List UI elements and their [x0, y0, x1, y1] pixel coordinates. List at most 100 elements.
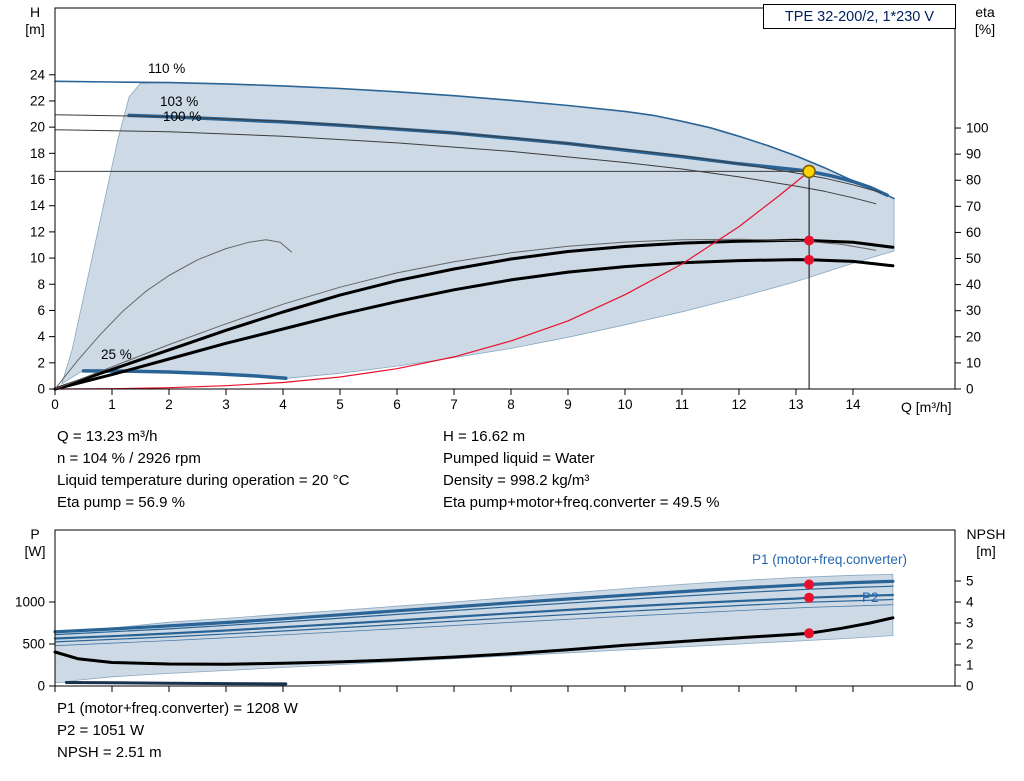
x-tick-label: 3 [222, 397, 230, 412]
duty-info-right: H = 16.62 m Pumped liquid = Water Densit… [443, 426, 719, 514]
y-left-tick-label: 0 [37, 382, 45, 397]
duty-head-text: H = 16.62 m [443, 428, 526, 445]
y-right-tick-label: 90 [966, 147, 981, 162]
y-right-tick-label: 40 [966, 277, 981, 292]
duty-temperature-text: Liquid temperature during operation = 20… [57, 472, 350, 489]
x-tick-label: 5 [336, 397, 344, 412]
x-tick-label: 0 [51, 397, 59, 412]
curve-103pct [54, 114, 882, 194]
operating-point[interactable] [802, 164, 816, 179]
x-tick-label: 9 [564, 397, 572, 412]
chart-frame [54, 7, 956, 390]
y-right-tick-label: 100 [966, 121, 989, 136]
y-right-tick-label: 50 [966, 251, 981, 266]
power-info-block: P1 (motor+freq.converter) = 1208 W P2 = … [57, 698, 298, 764]
y-left-tick-label: 22 [30, 93, 45, 108]
x-tick-label: 11 [675, 397, 689, 412]
duty-eta-pump-text: Eta pump = 56.9 % [57, 494, 185, 511]
curve-100pct [54, 129, 877, 205]
y-right-tick-label: 2 [966, 637, 974, 652]
y-axis-head-name: H [29, 4, 41, 20]
y-left-tick-label: 8 [37, 277, 45, 292]
y-axis-label-eta: eta [%] [962, 4, 1008, 38]
y-right-tick-label: 30 [966, 303, 981, 318]
p1-curve [53, 579, 895, 634]
eta-pump-alt [54, 238, 877, 390]
duty-flow-text: Q = 13.23 m³/h [57, 428, 158, 445]
npsh-point [804, 628, 815, 639]
y-axis-eta-unit: [%] [974, 21, 996, 37]
npsh-value-text: NPSH = 2.51 m [57, 744, 162, 761]
p2-25pct-curve [64, 681, 288, 686]
y-left-tick-label: 24 [30, 67, 46, 82]
y-right-tick-label: 70 [966, 199, 981, 214]
y-axis-npsh-name: NPSH [966, 526, 1006, 542]
p2-point [804, 592, 815, 603]
power-envelope [54, 573, 894, 683]
p-extra-thin [54, 604, 894, 647]
y-right-tick-label: 3 [966, 616, 974, 631]
x-tick-label: 6 [393, 397, 401, 412]
x-tick-label: 4 [279, 397, 287, 412]
duty-speed-text: n = 104 % / 2926 rpm [57, 450, 201, 467]
eta-total-point [804, 254, 815, 265]
y-right-tick-label: 0 [966, 679, 974, 694]
y-left-tick-label: 1000 [15, 594, 45, 609]
pump-title-label: TPE 32-200/2, 1*230 V [784, 8, 935, 25]
x-tick-label: 7 [450, 397, 458, 412]
y-left-tick-label: 500 [22, 636, 45, 651]
x-tick-label: 10 [617, 397, 632, 412]
curve-25pct [81, 369, 288, 381]
y-left-tick-label: 16 [30, 172, 45, 187]
duty-eta-total-text: Eta pump+motor+freq.converter = 49.5 % [443, 494, 720, 511]
x-axis-label-flow: Q [m³/h] [901, 399, 952, 415]
y-left-tick-label: 12 [30, 224, 45, 239]
eta-pump-point [804, 235, 815, 246]
duty-info-left: Q = 13.23 m³/h n = 104 % / 2926 rpm Liqu… [57, 426, 349, 514]
y-right-tick-label: 5 [966, 574, 974, 589]
y-axis-eta-name: eta [975, 4, 995, 20]
p1-point [804, 579, 815, 590]
y-left-tick-label: 4 [37, 329, 45, 344]
x-tick-label: 8 [507, 397, 515, 412]
y-left-tick-label: 18 [30, 146, 45, 161]
x-tick-label: 1 [108, 397, 116, 412]
y-axis-power-unit: [W] [24, 543, 46, 559]
y-left-tick-label: 14 [30, 198, 46, 213]
p2-alt [54, 598, 894, 643]
y-right-tick-label: 10 [966, 355, 981, 370]
x-tick-label: 2 [165, 397, 173, 412]
y-right-tick-label: 80 [966, 173, 981, 188]
x-tick-label: 13 [788, 397, 803, 412]
y-right-tick-label: 60 [966, 225, 981, 240]
curve-label-25pct: 25 % [101, 347, 132, 362]
x-tick-label: 14 [845, 397, 861, 412]
y-left-tick-label: 10 [30, 251, 45, 266]
y-right-tick-label: 20 [966, 329, 981, 344]
duty-density-text: Density = 998.2 kg/m³ [443, 472, 590, 489]
y-axis-label-head: H [m] [14, 4, 56, 38]
y-left-tick-label: 20 [30, 120, 45, 135]
x-tick-label: 12 [731, 397, 746, 412]
curve-label-103pct: 103 % [160, 94, 199, 109]
y-axis-npsh-unit: [m] [976, 543, 996, 559]
chart-frame [54, 529, 956, 687]
y-axis-head-unit: [m] [25, 21, 45, 37]
p2-curve [53, 593, 895, 640]
y-left-tick-label: 6 [37, 303, 45, 318]
curve-label-p2: P2 [862, 590, 879, 605]
y-axis-label-power: P [W] [14, 526, 56, 560]
y-right-tick-label: 1 [966, 658, 974, 673]
eta-25pct-curve [54, 239, 292, 390]
y-axis-label-npsh: NPSH [m] [956, 526, 1016, 560]
y-left-tick-label: 2 [37, 355, 45, 370]
y-axis-power-name: P [30, 526, 40, 542]
curve-label-p1: P1 (motor+freq.converter) [752, 552, 907, 567]
eta-total-curve [53, 258, 895, 391]
curve-110pct [54, 80, 895, 200]
p1-alt [54, 585, 894, 636]
y-right-tick-label: 4 [966, 595, 974, 610]
y-left-tick-label: 0 [37, 679, 45, 694]
